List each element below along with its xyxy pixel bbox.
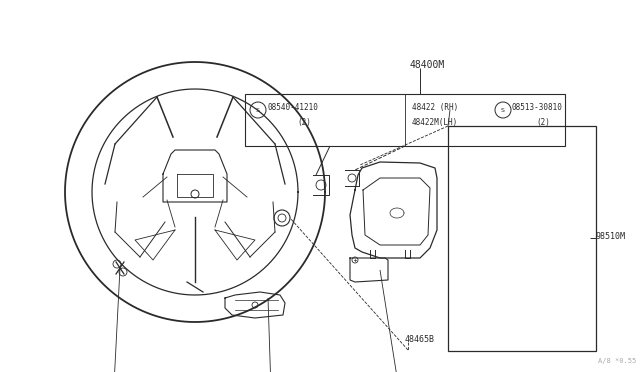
Text: S: S <box>501 108 505 112</box>
Text: 48465B: 48465B <box>405 335 435 344</box>
Text: 48400M: 48400M <box>410 60 445 70</box>
Text: 08540-41210: 08540-41210 <box>267 103 318 112</box>
Text: (2): (2) <box>536 118 550 127</box>
Text: (2): (2) <box>297 118 311 127</box>
Text: 98510M: 98510M <box>596 232 626 241</box>
Text: 48422 (RH): 48422 (RH) <box>412 103 458 112</box>
Text: S: S <box>256 108 260 112</box>
Text: 08513-30810: 08513-30810 <box>512 103 563 112</box>
Text: 48422M(LH): 48422M(LH) <box>412 118 458 127</box>
Bar <box>448 126 596 351</box>
Text: A/8 *0.55: A/8 *0.55 <box>598 358 636 364</box>
Bar <box>245 94 565 146</box>
